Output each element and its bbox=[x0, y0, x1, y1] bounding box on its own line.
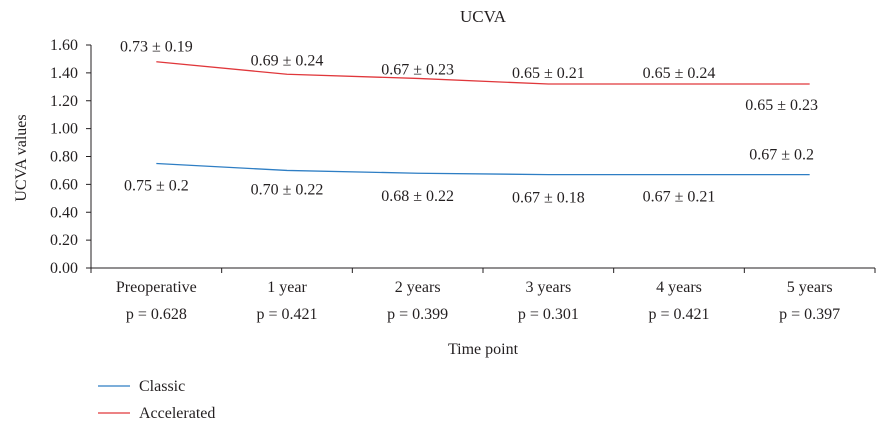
x-category-label: 3 years bbox=[525, 279, 571, 296]
y-tick-label: 1.00 bbox=[50, 121, 78, 138]
data-label-accelerated: 0.67 ± 0.23 bbox=[381, 61, 454, 78]
x-p-value-label: p = 0.397 bbox=[779, 306, 840, 323]
data-label-classic: 0.67 ± 0.2 bbox=[749, 147, 814, 164]
data-label-classic: 0.75 ± 0.2 bbox=[124, 177, 189, 194]
legend-label-accelerated: Accelerated bbox=[139, 405, 215, 422]
data-label-accelerated: 0.65 ± 0.23 bbox=[745, 97, 818, 114]
x-category-label: 4 years bbox=[656, 279, 702, 296]
data-label-classic: 0.67 ± 0.18 bbox=[512, 190, 585, 207]
y-tick-label: 0.20 bbox=[50, 232, 78, 249]
y-axis-label: UCVA values bbox=[13, 114, 30, 201]
x-p-value-label: p = 0.628 bbox=[126, 306, 187, 323]
x-p-value-label: p = 0.421 bbox=[648, 306, 709, 323]
chart-title: UCVA bbox=[460, 7, 507, 26]
series-line-classic bbox=[156, 162, 810, 176]
data-label-classic: 0.68 ± 0.22 bbox=[381, 188, 454, 205]
x-category-label: 1 year bbox=[267, 279, 307, 296]
y-tick-label: 1.20 bbox=[50, 93, 78, 110]
x-category-label: 2 years bbox=[395, 279, 441, 296]
y-tick-label: 1.40 bbox=[50, 65, 78, 82]
y-tick-label: 0.80 bbox=[50, 149, 78, 166]
x-p-value-label: p = 0.399 bbox=[387, 306, 448, 323]
data-label-accelerated: 0.73 ± 0.19 bbox=[120, 39, 193, 56]
data-label-accelerated: 0.65 ± 0.21 bbox=[512, 65, 585, 82]
data-label-classic: 0.67 ± 0.21 bbox=[643, 189, 716, 206]
y-tick-label: 1.60 bbox=[50, 37, 78, 54]
y-tick-label: 0.00 bbox=[50, 260, 78, 277]
y-tick-label: 0.60 bbox=[50, 176, 78, 193]
x-p-value-label: p = 0.301 bbox=[518, 306, 579, 323]
series-line-accelerated bbox=[156, 61, 810, 85]
x-axis-label: Time point bbox=[448, 341, 519, 358]
y-tick-label: 0.40 bbox=[50, 204, 78, 221]
x-category-label: 5 years bbox=[787, 279, 833, 296]
data-label-accelerated: 0.69 ± 0.24 bbox=[251, 52, 324, 69]
legend-label-classic: Classic bbox=[139, 378, 185, 395]
data-label-classic: 0.70 ± 0.22 bbox=[251, 181, 324, 198]
x-p-value-label: p = 0.421 bbox=[256, 306, 317, 323]
data-label-accelerated: 0.65 ± 0.24 bbox=[643, 65, 716, 82]
x-category-label: Preoperative bbox=[116, 279, 197, 296]
